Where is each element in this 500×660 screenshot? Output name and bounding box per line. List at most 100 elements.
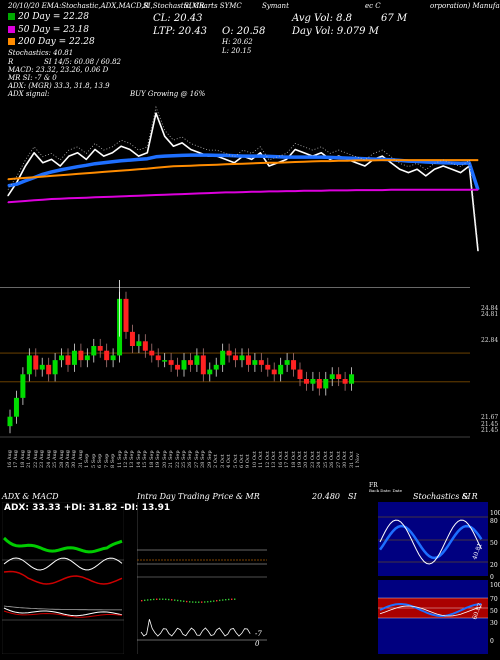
price-label: 21.45 bbox=[481, 427, 499, 434]
point-ema50 bbox=[277, 162, 279, 164]
date-label: 6 Sep bbox=[97, 453, 104, 468]
point-ema200 bbox=[224, 191, 227, 193]
candle-body bbox=[252, 360, 258, 365]
stoch-axis-label: 0 bbox=[490, 574, 494, 581]
point-ema50 bbox=[164, 166, 166, 168]
point-ema20 bbox=[164, 155, 166, 157]
point-ema20 bbox=[85, 164, 87, 166]
r-label: R bbox=[8, 58, 14, 66]
date-label: 9 Oct bbox=[245, 454, 252, 468]
date-label: 30 Aug bbox=[71, 450, 78, 468]
intraday-tick bbox=[171, 599, 173, 601]
point-ema20 bbox=[320, 156, 322, 158]
candle-body bbox=[78, 350, 84, 361]
point-ema20 bbox=[294, 156, 296, 158]
point-ema20 bbox=[268, 155, 270, 158]
point-ema50 bbox=[425, 159, 427, 161]
point-ema20 bbox=[425, 161, 427, 163]
point-close bbox=[451, 168, 453, 170]
avg-vol-unit: 67 M bbox=[381, 13, 408, 24]
point-ema20 bbox=[346, 157, 349, 159]
point-close bbox=[251, 158, 253, 160]
intraday-tick bbox=[165, 598, 167, 601]
ema50-value: 50 Day = 23.18 bbox=[18, 25, 90, 35]
candle-body bbox=[336, 374, 342, 379]
date-label: 18 Aug bbox=[19, 450, 26, 468]
point-ema200 bbox=[459, 189, 462, 191]
candle-body bbox=[71, 350, 77, 365]
point-ema200 bbox=[172, 193, 174, 195]
point-ema50 bbox=[146, 168, 148, 170]
candle-body bbox=[303, 379, 309, 384]
date-label: 13 Oct bbox=[271, 451, 278, 468]
intraday-tick bbox=[174, 599, 176, 601]
series-ema50 bbox=[7, 159, 478, 181]
point-ema50 bbox=[433, 159, 436, 161]
macd-signal-line bbox=[3, 610, 123, 618]
intraday-tick bbox=[153, 598, 155, 601]
point-ema200 bbox=[50, 198, 53, 200]
point-close bbox=[390, 162, 392, 164]
date-label: 18 Sep bbox=[148, 450, 155, 468]
date-label: 23 Oct bbox=[309, 451, 316, 468]
intraday-tick bbox=[198, 601, 200, 603]
candle-body bbox=[291, 360, 297, 370]
point-close bbox=[190, 148, 192, 151]
point-ema200 bbox=[137, 195, 140, 197]
candle-body bbox=[162, 360, 168, 362]
point-close bbox=[425, 175, 427, 177]
point-ema200 bbox=[468, 189, 470, 191]
date-label: 22 Sep bbox=[174, 450, 181, 468]
avg-vol-readout: Avg Vol: 8.8 bbox=[292, 13, 353, 24]
point-ema20 bbox=[111, 161, 114, 163]
intraday-tick bbox=[219, 599, 221, 602]
ema20-value: 20 Day = 22.28 bbox=[18, 12, 90, 22]
point-ema200 bbox=[155, 194, 157, 196]
point-ema50 bbox=[294, 161, 296, 163]
point-ema50 bbox=[355, 159, 357, 161]
point-ema200 bbox=[198, 192, 201, 194]
point-ema20 bbox=[207, 154, 209, 156]
point-ema50 bbox=[50, 175, 53, 177]
rsi-axis-label: 100 bbox=[490, 582, 500, 589]
point-ema50 bbox=[77, 173, 79, 175]
point-ema50 bbox=[42, 175, 44, 178]
point-ema200 bbox=[268, 190, 270, 193]
intraday-tick bbox=[207, 601, 209, 603]
candle-body bbox=[220, 350, 226, 365]
open-readout: O: 20.58 bbox=[222, 26, 266, 37]
date-label: 22 Aug bbox=[32, 450, 39, 468]
point-ema200 bbox=[120, 195, 122, 197]
date-label: 29 Sep bbox=[206, 450, 213, 468]
candle-body bbox=[278, 364, 284, 375]
intraday-price: 20.480 bbox=[312, 492, 340, 501]
point-close bbox=[59, 165, 61, 167]
point-ema20 bbox=[172, 155, 174, 157]
point-ema20 bbox=[7, 185, 9, 187]
adx-frame bbox=[2, 502, 124, 654]
date-label: 19 Sep bbox=[155, 450, 162, 468]
candle-body bbox=[39, 364, 45, 370]
ema200-swatch bbox=[8, 38, 15, 45]
candle-body bbox=[46, 364, 52, 375]
point-ema50 bbox=[59, 174, 61, 176]
date-label: 1 Nov bbox=[355, 453, 361, 468]
intraday-tick bbox=[213, 600, 215, 602]
point-ema200 bbox=[242, 191, 244, 193]
point-ema50 bbox=[242, 163, 244, 165]
point-ema200 bbox=[372, 189, 375, 191]
date-label: 18 Oct bbox=[290, 451, 297, 468]
point-ema20 bbox=[216, 154, 218, 157]
point-ema20 bbox=[372, 158, 375, 160]
mr-label-zero: 0 bbox=[255, 640, 260, 648]
point-ema50 bbox=[459, 159, 462, 161]
adx-line bbox=[3, 557, 123, 571]
date-label: 25 Oct bbox=[322, 451, 329, 468]
point-close bbox=[7, 195, 9, 197]
candle-body bbox=[149, 350, 155, 356]
date-label: 20 Oct bbox=[303, 451, 310, 468]
date-label: 20 Sep bbox=[161, 450, 168, 468]
point-ema20 bbox=[146, 158, 148, 160]
date-label: 5 Oct bbox=[232, 454, 239, 468]
date-label: 1 Sep bbox=[84, 453, 91, 468]
